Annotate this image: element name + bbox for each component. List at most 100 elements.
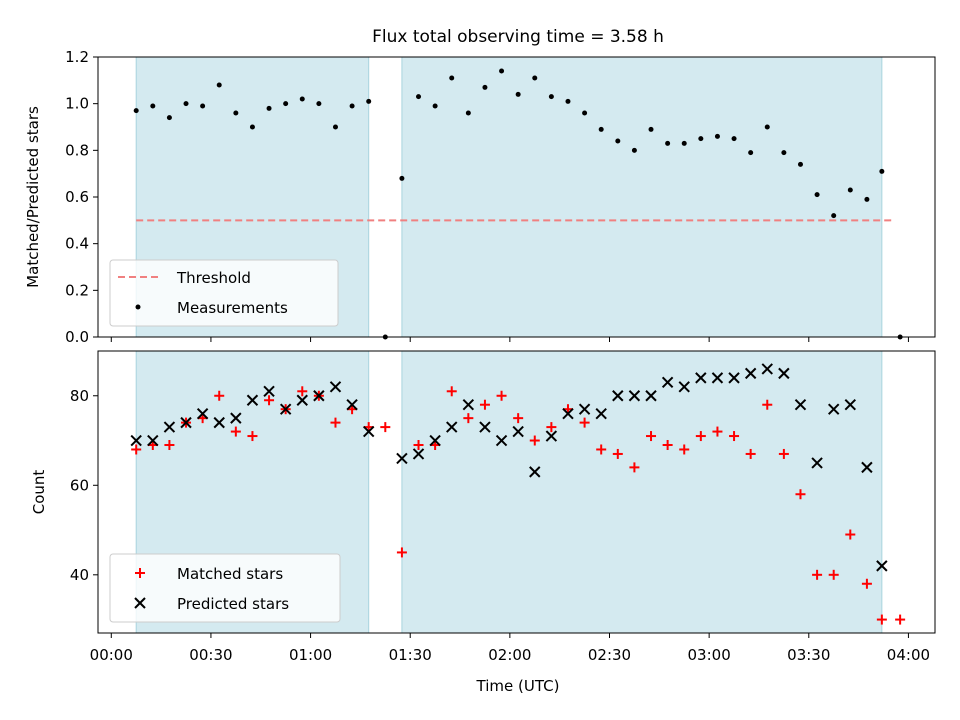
measurement-point [565, 98, 571, 104]
measurement-point [266, 105, 272, 111]
ratio-y-tick-label: 0.6 [65, 188, 89, 206]
measurement-point [150, 103, 156, 109]
matched-star-point [463, 413, 474, 424]
predicted-star-point [246, 394, 259, 406]
measurement-point [681, 140, 687, 146]
x-tick-label: 01:00 [289, 646, 332, 664]
predicted-star-point [213, 416, 225, 429]
x-tick-label: 02:30 [588, 646, 631, 664]
measurement-point [299, 96, 305, 102]
predicted-star-point [396, 452, 408, 465]
measurement-point [548, 94, 554, 100]
predicted-star-point [562, 407, 574, 420]
measurement-point [399, 175, 405, 181]
predicted-star-point [778, 367, 790, 380]
measurement-point [432, 103, 438, 109]
measurement-point [532, 75, 538, 81]
predicted-star-point [263, 385, 275, 397]
matched-star-point [895, 614, 906, 625]
legend-matched-swatch [135, 568, 145, 578]
count-legend-box [109, 553, 341, 623]
matched-star-point [214, 390, 225, 401]
matched-star-point [845, 529, 856, 540]
x-tick-label: 00:30 [189, 646, 232, 664]
matched-star-point [230, 426, 241, 437]
matched-star-point [380, 422, 391, 433]
measurement-point [797, 161, 803, 167]
count-panel: 40 60 80 00:00 00:30 01:00 01:30 02:00 02:30 03:… [30, 350, 936, 695]
matched-star-point [828, 569, 839, 580]
matched-star-point [745, 448, 756, 459]
observing-windows [135, 56, 883, 338]
predicted-star-point [844, 399, 857, 411]
matched-star-point [695, 431, 706, 442]
matched-star-point [297, 386, 308, 397]
x-tick-label: 03:00 [688, 646, 731, 664]
legend-measurements-swatch [135, 304, 141, 310]
predicted-star-point [180, 416, 192, 429]
matched-star-point [612, 448, 623, 459]
measurement-point [482, 84, 488, 90]
predicted-star-point [329, 381, 342, 393]
matched-star-point [762, 399, 773, 410]
count-y-tick-label: 80 [70, 387, 89, 405]
chart-title: Flux total observing time = 3.58 h [372, 27, 664, 47]
measurement-point [316, 101, 322, 107]
matched-star-point [479, 399, 490, 410]
predicted-star-point [362, 425, 375, 438]
measurement-point [847, 187, 853, 193]
ratio-y-tick-label: 1.0 [65, 95, 89, 113]
measurement-point [133, 108, 139, 114]
matched-star-point [662, 440, 673, 450]
measurement-point [714, 133, 720, 139]
predicted-star-point [512, 425, 524, 438]
predicted-star-point [595, 407, 607, 420]
count-axes-frame [97, 350, 936, 634]
x-tick-label: 04:00 [887, 646, 930, 664]
measurement-point [499, 68, 505, 74]
x-tick-label: 00:00 [90, 646, 133, 664]
matched-star-point [712, 426, 723, 437]
matched-star-point [446, 386, 457, 397]
predicted-star-point [728, 372, 740, 384]
observing-window-2 [401, 56, 883, 338]
measurement-point [332, 124, 338, 130]
count-y-tick-label: 40 [70, 566, 89, 584]
legend-predicted-label: Predicted stars [177, 595, 289, 613]
matched-star-point [330, 417, 341, 428]
predicted-star-point [529, 466, 541, 478]
ratio-y-tick-label: 0.8 [65, 141, 89, 159]
predicted-star-point [412, 448, 425, 460]
measurement-point [249, 124, 255, 130]
measurement-point [814, 192, 820, 198]
measurement-point [366, 98, 372, 104]
measurement-point [781, 150, 787, 156]
matched-star-point [496, 390, 507, 401]
matched-star-point [795, 489, 806, 500]
measurement-point [233, 110, 239, 116]
measurement-points [133, 68, 903, 340]
measurement-point [665, 140, 671, 146]
measurement-point [465, 110, 471, 116]
predicted-star-point [346, 399, 358, 411]
matched-star-point [579, 417, 590, 428]
ratio-y-tick-label: 0.2 [65, 281, 89, 299]
matched-star-point [247, 431, 258, 442]
measurement-point [166, 115, 172, 121]
ratio-y-tick-label: 0.4 [65, 235, 89, 253]
legend-predicted-swatch [134, 597, 146, 609]
matched-star-point [164, 440, 175, 450]
matched-star-point [413, 440, 424, 450]
measurement-point [416, 94, 422, 100]
predicted-star-point [147, 434, 159, 447]
matched-star-point [264, 395, 275, 406]
measurement-point [598, 126, 604, 132]
measurement-point [879, 168, 885, 174]
matched-star-point [629, 462, 640, 473]
predicted-star-point [446, 421, 458, 433]
predicted-star-point [230, 412, 242, 424]
x-axis-label: Time (UTC) [476, 677, 560, 695]
predicted-star-point [827, 403, 840, 415]
measurement-point [449, 75, 455, 81]
